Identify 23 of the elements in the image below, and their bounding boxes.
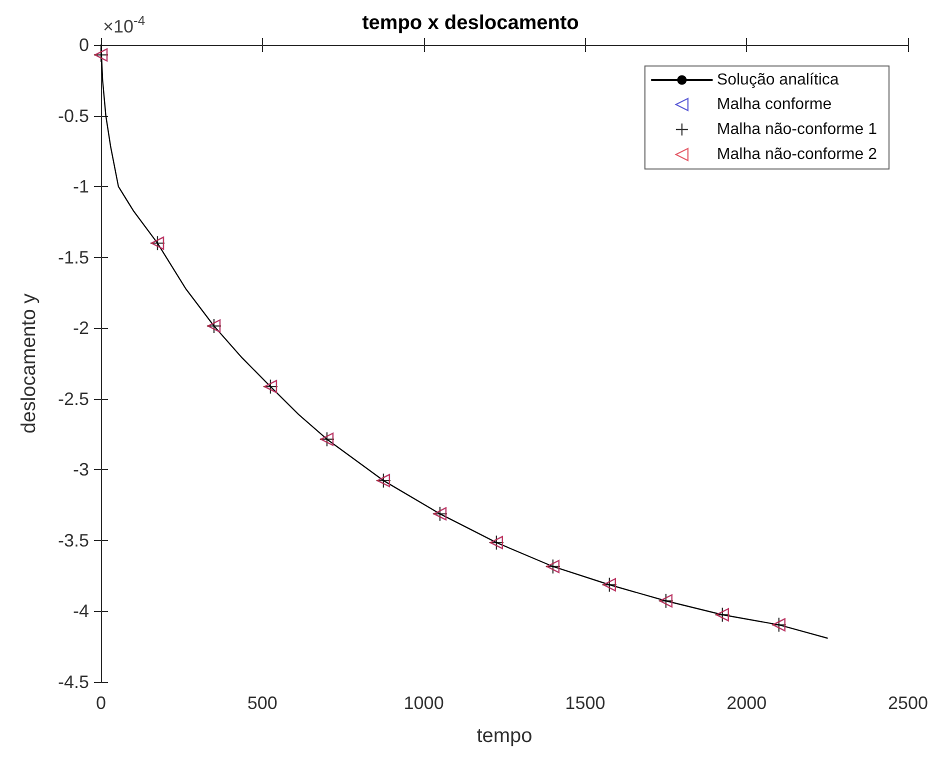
x-tick-label: 1500 (565, 693, 606, 713)
x-tick-label: 0 (96, 693, 106, 713)
y-tick-label: -3.5 (58, 530, 89, 550)
legend-label: Malha conforme (716, 96, 832, 113)
x-tick-label: 500 (247, 693, 278, 713)
legend-label: Malha não-conforme 1 (716, 121, 878, 138)
y-tick-label: -3 (72, 460, 89, 480)
x-tick-label: 2000 (726, 693, 767, 713)
y-tick-label: -2 (72, 318, 89, 338)
y-tick-label: -2.5 (58, 388, 89, 409)
y-tick-label: -4 (72, 601, 89, 622)
y-tick-label: 0 (78, 35, 89, 55)
x-tick-label: 2500 (888, 693, 928, 713)
legend-label: Malha não-conforme 2 (716, 146, 878, 163)
chart-title: tempo x deslocamento (362, 12, 579, 34)
x-axis-title: tempo (476, 725, 532, 747)
x-tick-label: 1000 (404, 693, 444, 713)
y-tick-label: -0.5 (58, 106, 89, 126)
y-tick-label: -1 (72, 176, 89, 197)
y-axis-title: deslocamento y (18, 293, 40, 434)
y-tick-label: -1.5 (58, 247, 89, 268)
legend-label: Solução analítica (716, 72, 839, 88)
y-tick-label: -4.5 (58, 672, 89, 692)
